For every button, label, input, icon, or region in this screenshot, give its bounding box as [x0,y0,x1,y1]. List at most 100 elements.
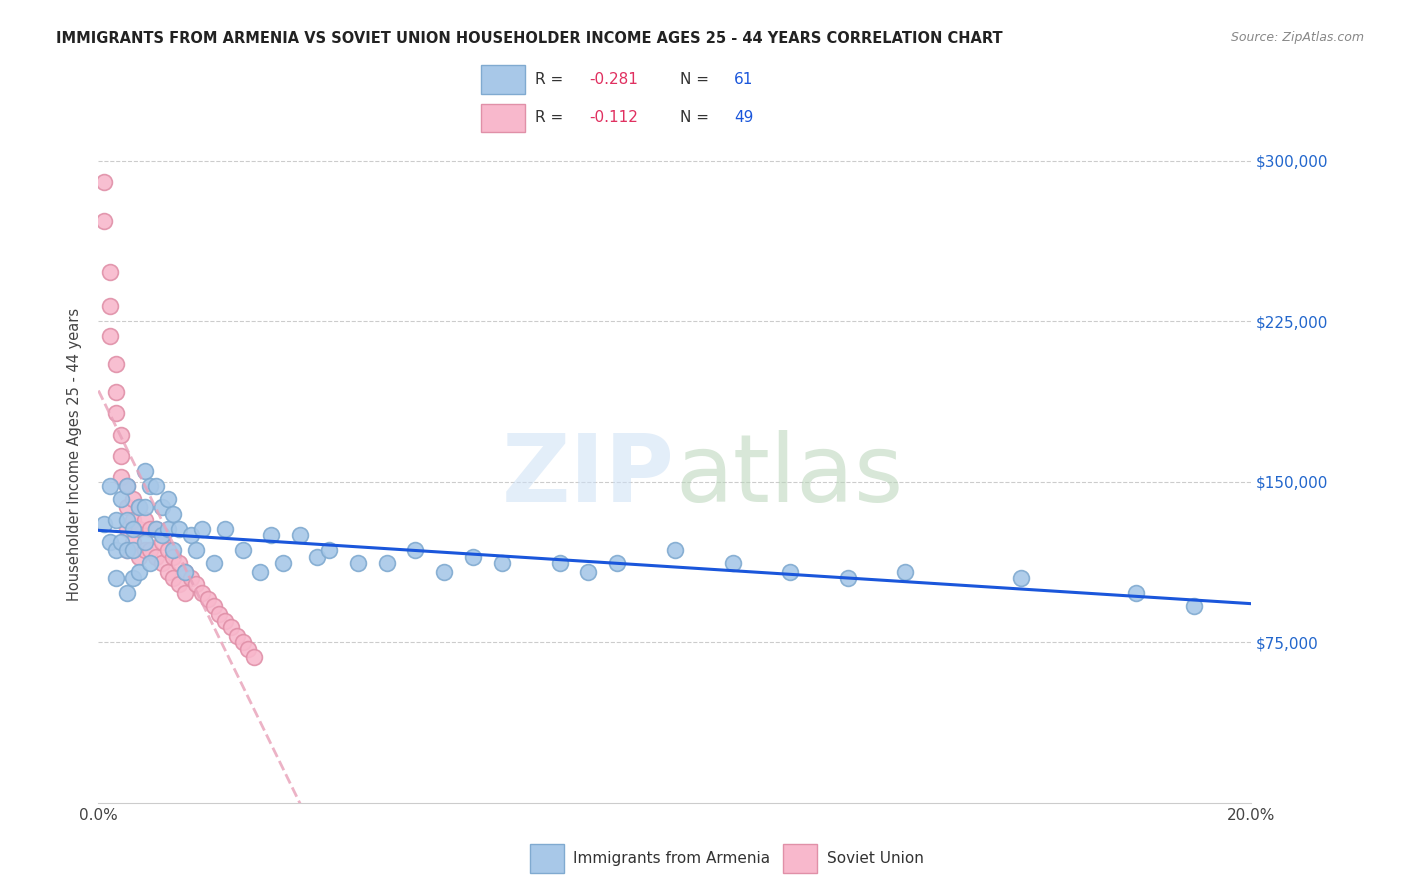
Text: ZIP: ZIP [502,430,675,522]
Point [117,522,139,536]
Point [202,599,225,613]
Point [134,513,156,527]
Point [110,470,132,484]
Text: R =: R = [536,111,568,126]
Point [167,577,190,591]
Point [779,565,801,579]
Point [98,534,121,549]
Point [145,522,167,536]
Point [117,543,139,558]
Point [167,522,190,536]
Point [145,479,167,493]
Point [128,522,150,536]
Point [110,534,132,549]
Point [156,491,179,506]
Point [104,357,127,371]
Point [174,565,197,579]
Point [104,406,127,420]
Point [128,500,150,515]
Y-axis label: Householder Income Ages 25 - 44 years: Householder Income Ages 25 - 44 years [67,309,83,601]
Point [202,556,225,570]
Point [191,522,214,536]
Bar [530,844,564,873]
Text: -0.112: -0.112 [589,111,638,126]
Point [1010,571,1032,585]
Point [110,427,132,442]
Point [110,491,132,506]
Point [214,614,236,628]
Point [231,635,254,649]
Point [117,586,139,600]
Point [1182,599,1205,613]
Point [128,500,150,515]
Point [145,522,167,536]
Text: N =: N = [681,72,714,87]
Text: Soviet Union: Soviet Union [827,851,924,866]
Point [1125,586,1147,600]
Point [98,329,121,343]
Point [405,543,427,558]
Point [128,565,150,579]
Point [174,586,197,600]
Text: Source: ZipAtlas.com: Source: ZipAtlas.com [1230,31,1364,45]
Point [461,549,484,564]
Point [128,549,150,564]
Point [117,513,139,527]
Point [162,549,184,564]
Point [139,543,162,558]
Text: R =: R = [536,72,568,87]
Point [225,629,247,643]
Point [122,543,145,558]
Point [174,565,197,579]
Text: IMMIGRANTS FROM ARMENIA VS SOVIET UNION HOUSEHOLDER INCOME AGES 25 - 44 YEARS CO: IMMIGRANTS FROM ARMENIA VS SOVIET UNION … [56,31,1002,46]
Point [117,479,139,493]
Point [150,534,173,549]
Point [219,620,242,634]
Point [93,213,115,227]
Point [117,543,139,558]
Point [104,384,127,399]
Point [606,556,628,570]
Point [110,449,132,463]
Point [122,513,145,527]
Text: -0.281: -0.281 [589,72,638,87]
Point [156,522,179,536]
Bar [481,65,524,94]
Point [104,543,127,558]
Point [162,507,184,521]
Point [260,528,283,542]
Point [122,491,145,506]
Point [894,565,917,579]
Point [231,543,254,558]
Point [167,556,190,570]
Point [548,556,571,570]
Point [186,543,208,558]
Point [134,534,156,549]
Point [491,556,513,570]
Point [122,571,145,585]
Point [145,549,167,564]
Point [98,299,121,313]
Point [837,571,859,585]
Point [162,571,184,585]
Point [180,571,202,585]
Point [162,543,184,558]
Point [346,556,368,570]
Point [214,522,236,536]
Point [721,556,744,570]
Point [156,565,179,579]
Point [104,571,127,585]
Point [134,543,156,558]
Text: 49: 49 [734,111,754,126]
Point [290,528,312,542]
Point [243,650,266,665]
Point [104,513,127,527]
Text: N =: N = [681,111,714,126]
Point [180,528,202,542]
Point [117,500,139,515]
Point [197,592,219,607]
Point [433,565,456,579]
Point [307,549,329,564]
Point [98,265,121,279]
Bar [783,844,817,873]
